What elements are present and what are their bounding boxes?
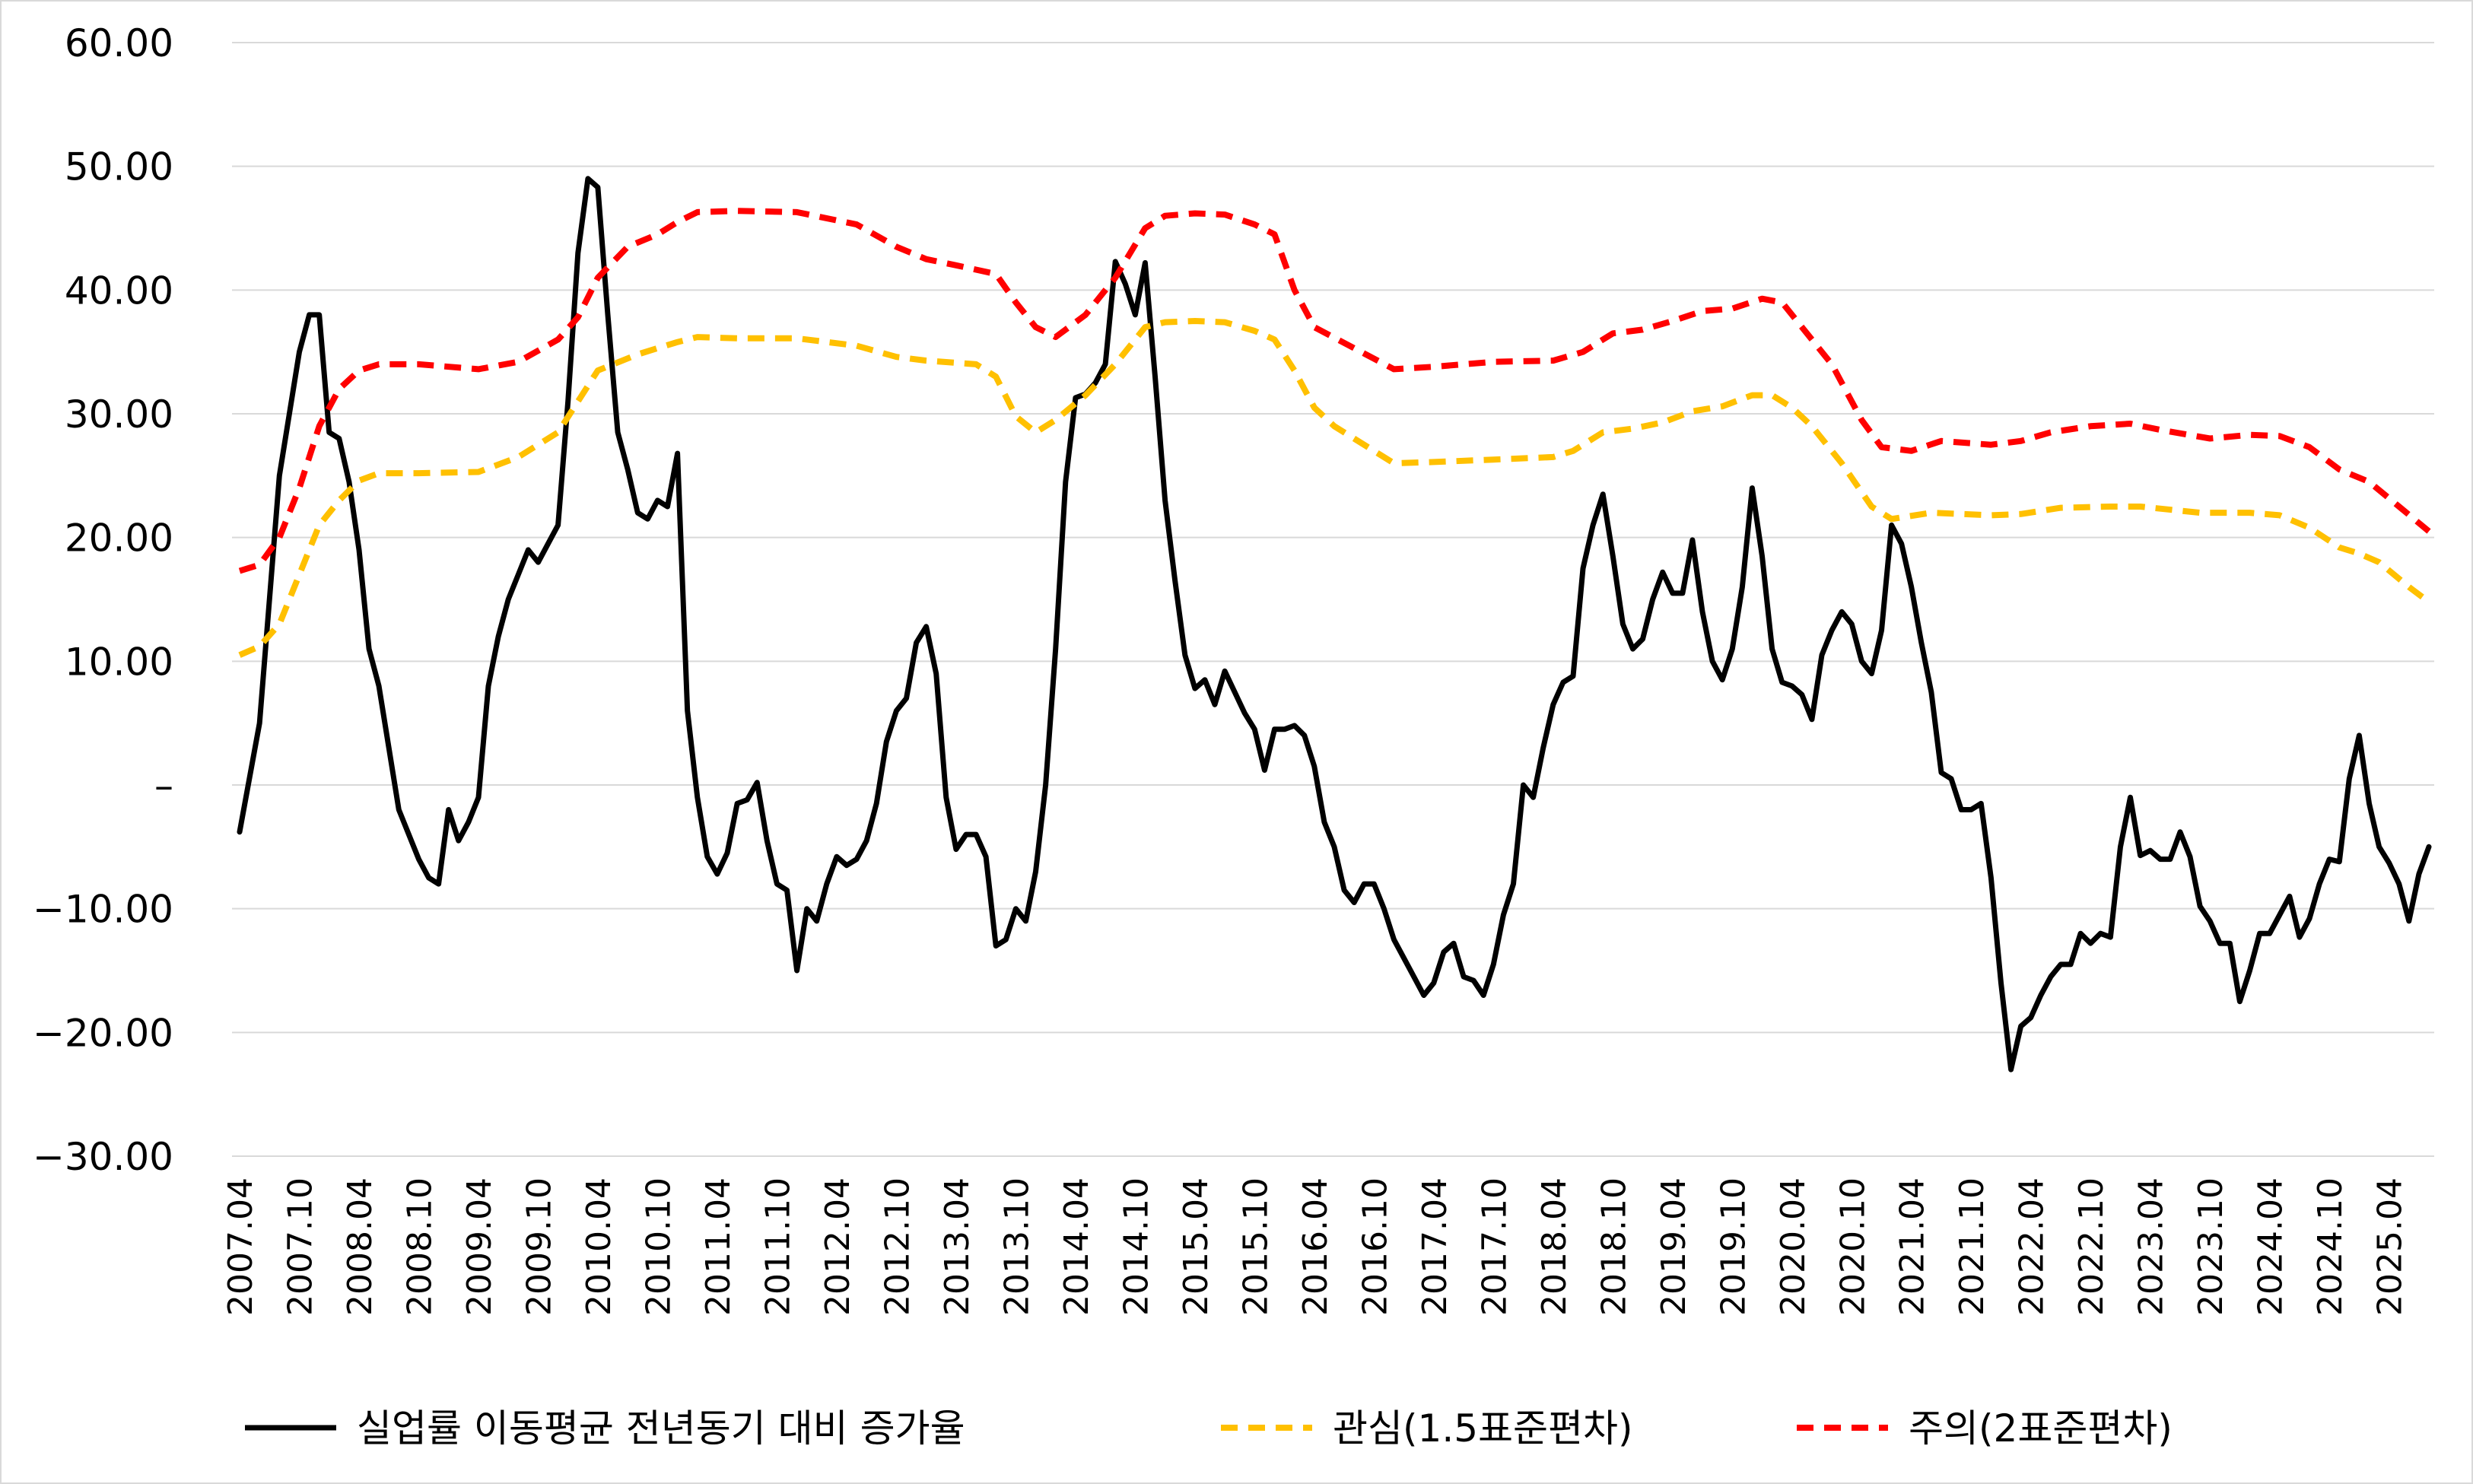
- x-tick-label: 2010.10: [639, 1177, 678, 1316]
- y-tick-label: 50.00: [65, 145, 173, 189]
- y-tick-label: –: [154, 764, 173, 808]
- x-tick-label: 2022.04: [2013, 1177, 2052, 1316]
- legend-label: 실업률 이동평균 전년동기 대비 증가율: [357, 1406, 965, 1451]
- y-axis: 60.00 50.00 40.00 30.00 20.00 10.00 – −10.00 −20…: [33, 21, 173, 1179]
- unemployment-growth-line: [237, 176, 2432, 1072]
- x-tick-label: 2024.10: [2311, 1177, 2350, 1316]
- y-tick-label: 30.00: [65, 392, 173, 437]
- caution-1-5sd-line: [238, 318, 2431, 658]
- y-tick-label: −30.00: [33, 1135, 173, 1179]
- x-tick-label: 2019.10: [1714, 1177, 1753, 1316]
- series-lines: [237, 176, 2432, 1072]
- x-tick-label: 2020.10: [1833, 1177, 1872, 1316]
- x-tick-label: 2008.04: [341, 1177, 380, 1316]
- x-tick-label: 2018.10: [1594, 1177, 1633, 1316]
- x-tick-label: 2011.04: [699, 1177, 738, 1316]
- x-tick-label: 2007.04: [221, 1177, 260, 1316]
- legend-label: 관심(1.5표준편차): [1333, 1406, 1633, 1451]
- x-tick-label: 2023.10: [2192, 1177, 2230, 1316]
- x-tick-label: 2012.10: [878, 1177, 917, 1316]
- x-tick-label: 2020.04: [1774, 1177, 1813, 1316]
- x-tick-label: 2022.10: [2072, 1177, 2111, 1316]
- legend-label: 주의(2표준편차): [1909, 1406, 2173, 1451]
- x-tick-label: 2013.04: [938, 1177, 977, 1316]
- legend: 실업률 이동평균 전년동기 대비 증가율 관심(1.5표준편차) 주의(2표준편차): [245, 1406, 2173, 1451]
- x-tick-label: 2021.04: [1893, 1177, 1932, 1316]
- warning-2sd-line: [238, 208, 2431, 574]
- x-tick-label: 2023.04: [2132, 1177, 2171, 1316]
- x-tick-label: 2024.04: [2252, 1177, 2290, 1316]
- y-tick-label: 20.00: [65, 516, 173, 561]
- y-tick-label: −10.00: [33, 888, 173, 932]
- x-tick-label: 2009.04: [460, 1177, 499, 1316]
- x-tick-label: 2012.04: [819, 1177, 857, 1316]
- x-tick-label: 2017.04: [1416, 1177, 1454, 1316]
- x-tick-label: 2018.04: [1535, 1177, 1574, 1316]
- x-tick-label: 2025.04: [2371, 1177, 2410, 1316]
- y-tick-label: 10.00: [65, 640, 173, 684]
- y-tick-label: 40.00: [65, 269, 173, 313]
- x-tick-label: 2019.04: [1654, 1177, 1693, 1316]
- x-tick-label: 2021.10: [1953, 1177, 1991, 1316]
- x-tick-label: 2016.10: [1356, 1177, 1394, 1316]
- y-tick-label: 60.00: [65, 21, 173, 65]
- x-tick-label: 2013.10: [997, 1177, 1036, 1316]
- y-tick-label: −20.00: [33, 1011, 173, 1055]
- x-tick-label: 2009.10: [520, 1177, 558, 1316]
- x-tick-label: 2008.10: [400, 1177, 439, 1316]
- x-tick-label: 2017.10: [1475, 1177, 1514, 1316]
- x-tick-label: 2010.04: [580, 1177, 618, 1316]
- x-tick-label: 2014.10: [1117, 1177, 1155, 1316]
- x-tick-label: 2011.10: [758, 1177, 797, 1316]
- x-tick-label: 2014.04: [1057, 1177, 1096, 1316]
- x-tick-label: 2015.10: [1236, 1177, 1275, 1316]
- x-axis: 2007.04 2007.10 2008.04 2008.10 2009.04 2009.…: [221, 1177, 2410, 1316]
- grid-lines: [232, 42, 2434, 1157]
- x-tick-label: 2007.10: [281, 1177, 319, 1316]
- x-tick-label: 2016.04: [1296, 1177, 1335, 1316]
- x-tick-label: 2015.04: [1177, 1177, 1216, 1316]
